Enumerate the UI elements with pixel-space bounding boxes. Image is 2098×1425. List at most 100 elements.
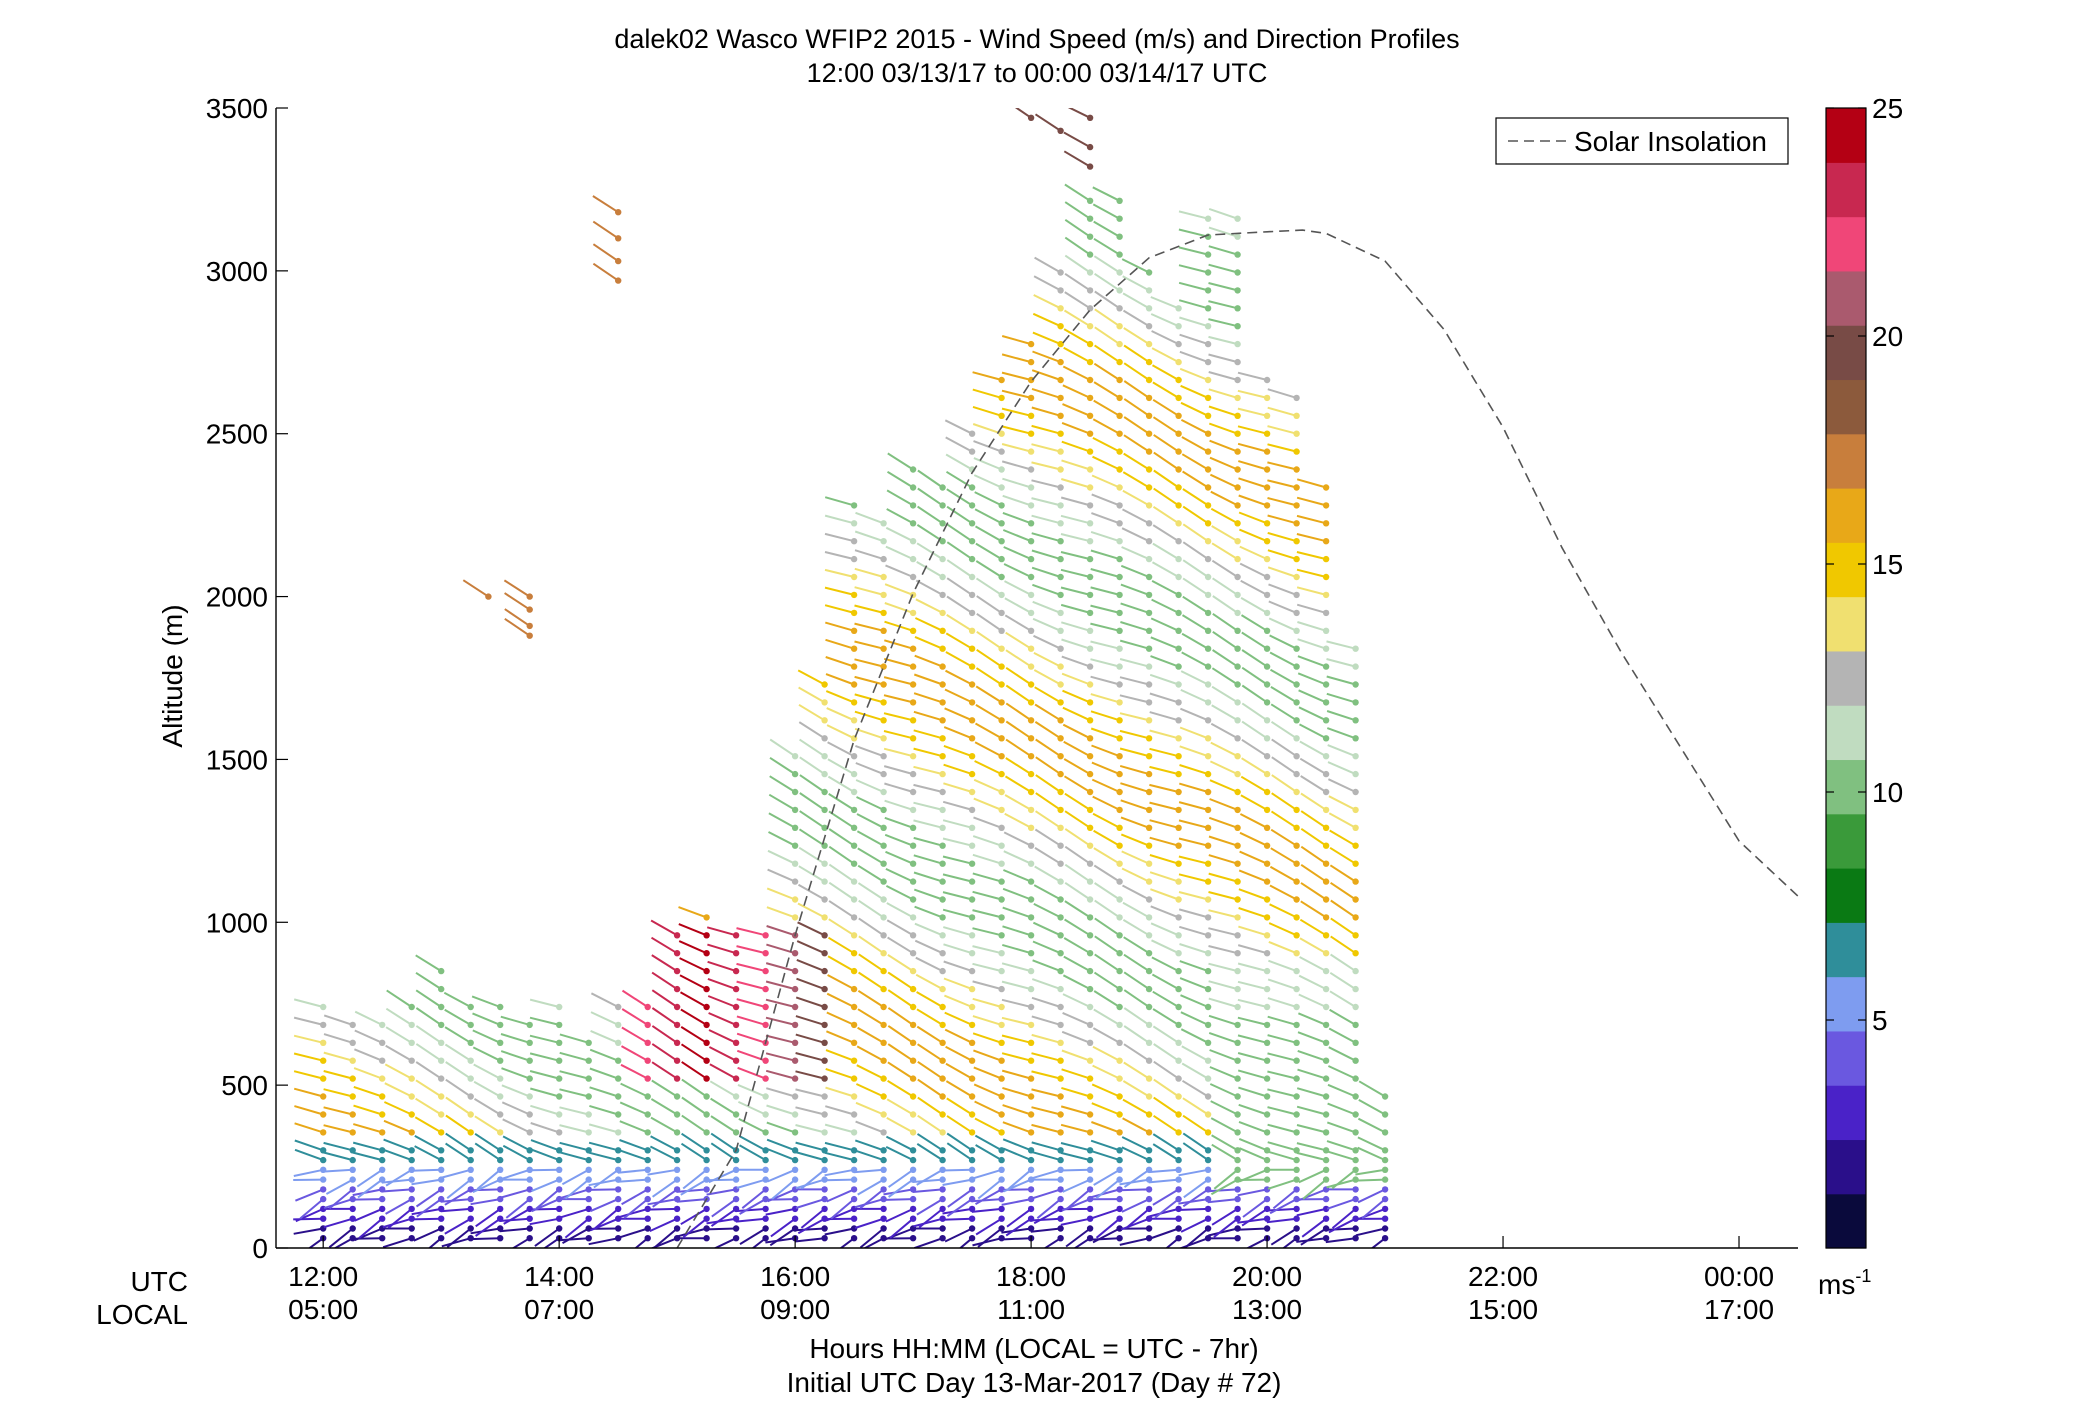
wind-barb-point — [968, 1225, 976, 1232]
wind-barb-shaft — [915, 579, 944, 596]
wind-barb-shaft — [1152, 1025, 1180, 1044]
wind-barb-point — [615, 1003, 622, 1011]
wind-barb-shaft — [824, 551, 855, 561]
wind-barb-shaft — [857, 1178, 885, 1196]
wind-barb-shaft — [943, 782, 973, 793]
wind-barb-point — [1293, 573, 1300, 581]
wind-barb-shaft — [1060, 1168, 1091, 1172]
wind-barb-shaft — [972, 835, 1002, 847]
wind-barb-point — [762, 1057, 769, 1064]
wind-barb-point — [850, 573, 858, 581]
wind-barb-point — [703, 1147, 710, 1154]
wind-barb-shaft — [947, 1188, 973, 1208]
wind-barb-point — [968, 681, 976, 688]
wind-barb-shaft — [708, 1168, 737, 1184]
wind-barb-shaft — [976, 648, 1003, 668]
colorbar-segment — [1826, 1085, 1866, 1141]
wind-barb-point — [556, 1129, 563, 1136]
wind-barb-shaft — [588, 1151, 619, 1162]
wind-barb-point — [408, 1057, 415, 1064]
wind-barb-shaft — [1123, 1007, 1150, 1026]
wind-barb-point — [1116, 788, 1123, 796]
wind-barb-point — [1322, 1075, 1330, 1082]
wind-barb-point — [1293, 1075, 1300, 1082]
wind-barb-shaft — [1031, 1106, 1061, 1116]
wind-barb-point — [1116, 824, 1123, 831]
wind-barb-point — [939, 824, 946, 831]
wind-barb-point — [939, 806, 946, 814]
wind-barb-point — [1204, 1215, 1212, 1222]
wind-barb-shaft — [975, 667, 1003, 686]
wind-barb-shaft — [1002, 494, 1032, 507]
wind-barb-point — [1175, 735, 1182, 742]
wind-barb-point — [1381, 1186, 1389, 1193]
chart-title: dalek02 Wasco WFIP2 2015 - Wind Speed (m… — [614, 24, 1459, 54]
wind-barb-point — [1204, 627, 1212, 634]
wind-barb-point — [1116, 967, 1123, 975]
wind-barb-point — [703, 950, 710, 957]
wind-barb-point — [880, 627, 887, 634]
colorbar-segment — [1826, 759, 1866, 815]
wind-barb-point — [438, 1166, 445, 1174]
wind-barb-point — [1293, 430, 1300, 437]
wind-barb-point — [1145, 1003, 1153, 1011]
wind-barb-point — [909, 1093, 917, 1100]
wind-barb-point — [1057, 1057, 1064, 1064]
wind-barb-shaft — [886, 470, 914, 489]
wind-barb-point — [1116, 484, 1123, 491]
wind-barb-shaft — [1268, 940, 1297, 955]
wind-barb-shaft — [710, 1142, 737, 1161]
wind-barb-shaft — [1211, 1208, 1239, 1226]
wind-barb-point — [909, 627, 917, 634]
wind-barb-shaft — [883, 1198, 914, 1201]
wind-barb-shaft — [1326, 1198, 1356, 1210]
wind-barb-point — [438, 1003, 445, 1011]
wind-barb-point — [998, 1215, 1005, 1222]
wind-barb-shaft — [1181, 1062, 1209, 1080]
wind-barb-point — [1086, 1111, 1094, 1118]
wind-barb-shaft — [738, 1135, 767, 1152]
wind-barb-point — [1145, 340, 1153, 348]
wind-barb-shaft — [354, 1227, 383, 1242]
wind-barb-point — [408, 1186, 415, 1193]
wind-barb-point — [762, 1075, 769, 1082]
wind-barb-point — [1204, 842, 1212, 849]
wind-barb-point — [1322, 788, 1330, 796]
wind-barb-point — [939, 1147, 946, 1154]
wind-barb-point — [1175, 1235, 1182, 1242]
wind-barb-shaft — [765, 980, 796, 991]
wind-barb-shaft — [946, 595, 973, 614]
wind-barb-shaft — [918, 1208, 944, 1229]
wind-barb-point — [349, 1156, 356, 1164]
wind-barb-point — [438, 1225, 445, 1232]
wind-barb-point — [1145, 627, 1153, 634]
wind-barb-shaft — [1267, 514, 1297, 525]
wind-barb-shaft — [706, 1227, 737, 1231]
wind-barb-shaft — [828, 881, 855, 901]
wind-barb-point — [1234, 1093, 1241, 1100]
wind-barb-shaft — [887, 1061, 914, 1080]
wind-barb-point — [1322, 1003, 1330, 1011]
wind-barb-point — [1057, 591, 1064, 599]
wind-barb-shaft — [1268, 600, 1297, 614]
wind-barb-shaft — [765, 962, 796, 973]
wind-barb-point — [1086, 1129, 1094, 1136]
wind-barb-shaft — [1035, 792, 1062, 811]
wind-barb-point — [320, 1021, 327, 1029]
wind-barb-shaft — [883, 676, 914, 686]
wind-barb-point — [1204, 1093, 1212, 1100]
wind-barb-shaft — [1122, 292, 1150, 310]
wind-barb-point — [1086, 609, 1094, 617]
wind-barb-shaft — [917, 1060, 944, 1080]
wind-barb-point — [485, 593, 492, 600]
wind-barb-point — [968, 806, 976, 814]
wind-barb-point — [1322, 896, 1330, 903]
wind-barb-point — [1027, 358, 1035, 366]
wind-barb-shaft — [710, 1208, 737, 1227]
wind-barb-shaft — [1001, 1016, 1032, 1026]
wind-barb-point — [909, 896, 917, 903]
wind-barb-point — [379, 1111, 386, 1118]
wind-barb-shaft — [975, 525, 1003, 543]
wind-barb-point — [909, 1147, 917, 1154]
wind-barb-point — [850, 591, 858, 599]
